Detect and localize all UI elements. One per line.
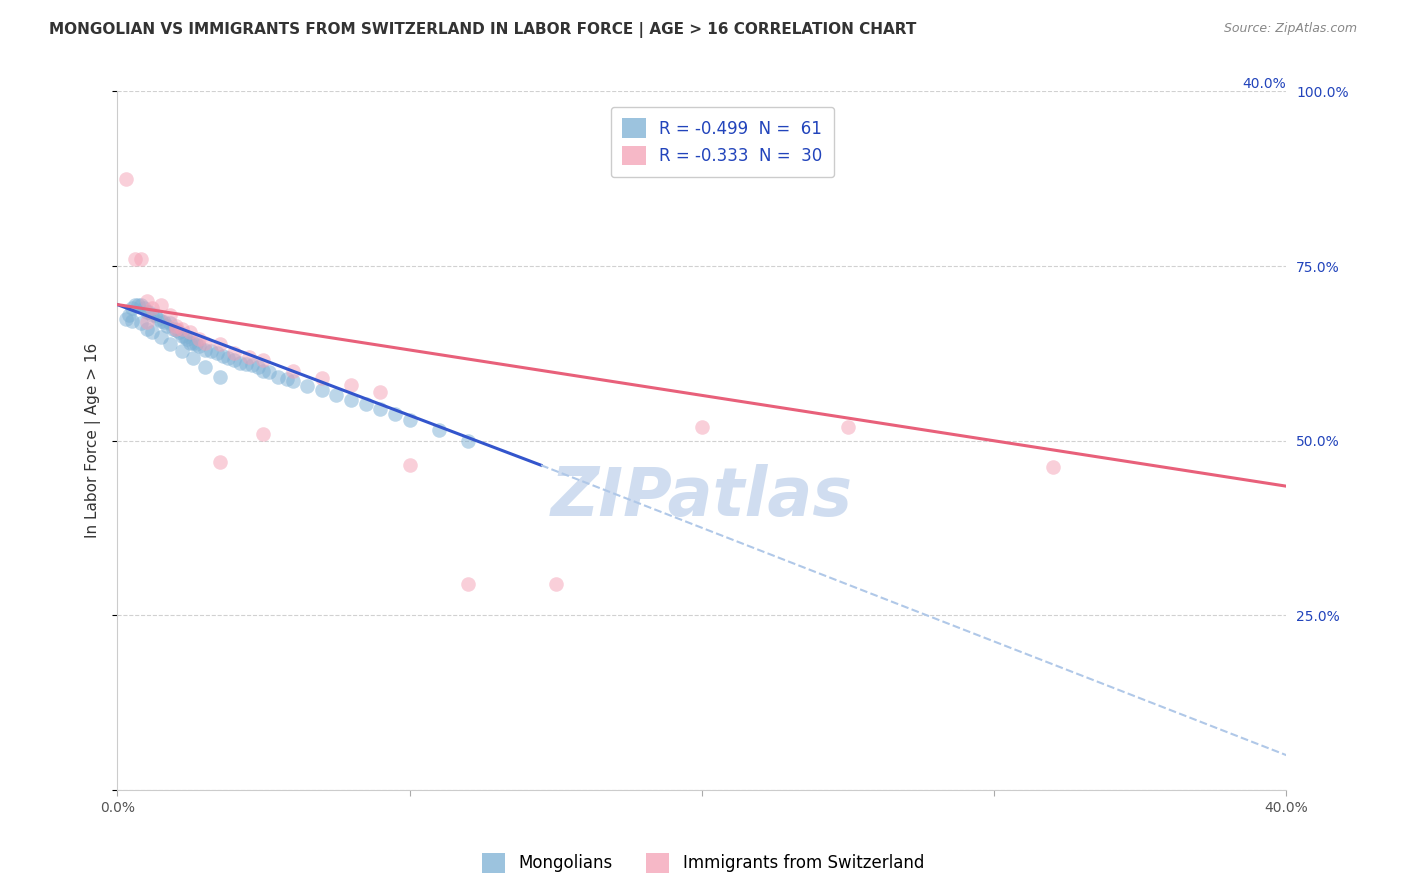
Point	[186, 337, 208, 351]
Text: ZIPatlas: ZIPatlas	[551, 464, 853, 530]
Point	[281, 375, 304, 389]
Y-axis label: In Labor Force | Age > 16: In Labor Force | Age > 16	[86, 343, 101, 539]
Point	[129, 297, 152, 311]
Point	[690, 419, 713, 434]
Point	[297, 379, 319, 393]
Point	[135, 315, 157, 329]
Point	[370, 402, 392, 417]
Point	[194, 335, 217, 350]
Point	[267, 369, 290, 384]
Point	[179, 335, 201, 350]
Point	[252, 364, 274, 378]
Point	[252, 426, 274, 441]
Point	[115, 171, 138, 186]
Point	[135, 322, 157, 336]
Point	[179, 326, 201, 340]
Text: Source: ZipAtlas.com: Source: ZipAtlas.com	[1223, 22, 1357, 36]
Point	[188, 339, 211, 353]
Point	[457, 577, 479, 591]
Point	[398, 458, 420, 473]
Point	[159, 337, 181, 351]
Point	[156, 318, 179, 333]
Point	[194, 343, 217, 357]
Point	[208, 369, 231, 384]
Point	[235, 357, 257, 371]
Legend: R = -0.499  N =  61, R = -0.333  N =  30: R = -0.499 N = 61, R = -0.333 N = 30	[610, 107, 834, 177]
Point	[135, 304, 157, 318]
Point	[1042, 460, 1064, 475]
Point	[165, 323, 187, 337]
Point	[325, 388, 347, 402]
Point	[150, 330, 173, 344]
Point	[224, 353, 246, 368]
Point	[224, 346, 246, 360]
Point	[118, 308, 141, 322]
Point	[153, 315, 176, 329]
Point	[398, 413, 420, 427]
Point	[162, 322, 184, 336]
Point	[124, 297, 146, 311]
Point	[170, 344, 193, 359]
Point	[143, 308, 166, 322]
Legend: Mongolians, Immigrants from Switzerland: Mongolians, Immigrants from Switzerland	[475, 847, 931, 880]
Point	[384, 407, 406, 421]
Point	[246, 360, 269, 375]
Point	[311, 384, 333, 398]
Point	[208, 455, 231, 469]
Point	[148, 311, 170, 326]
Point	[176, 333, 198, 347]
Point	[276, 372, 298, 386]
Point	[311, 371, 333, 385]
Point	[354, 397, 377, 411]
Point	[141, 308, 163, 322]
Point	[132, 301, 155, 315]
Point	[165, 322, 187, 336]
Point	[127, 297, 149, 311]
Point	[138, 304, 160, 318]
Point	[229, 355, 252, 369]
Point	[208, 337, 231, 351]
Point	[181, 335, 204, 350]
Point	[837, 419, 859, 434]
Point	[457, 434, 479, 448]
Point	[200, 344, 222, 359]
Point	[170, 329, 193, 343]
Point	[188, 333, 211, 347]
Point	[238, 350, 260, 364]
Point	[544, 577, 567, 591]
Point	[217, 351, 239, 366]
Point	[150, 313, 173, 327]
Point	[167, 326, 190, 340]
Point	[281, 364, 304, 378]
Point	[129, 252, 152, 267]
Point	[159, 317, 181, 331]
Point	[240, 359, 263, 373]
Point	[211, 349, 233, 363]
Point	[150, 297, 173, 311]
Point	[115, 311, 138, 326]
Point	[427, 423, 450, 437]
Point	[170, 322, 193, 336]
Point	[252, 353, 274, 368]
Point	[129, 317, 152, 331]
Point	[141, 301, 163, 315]
Point	[181, 351, 204, 366]
Point	[135, 294, 157, 309]
Point	[159, 308, 181, 322]
Point	[173, 330, 195, 344]
Point	[124, 252, 146, 267]
Point	[259, 365, 281, 379]
Point	[340, 377, 363, 392]
Point	[121, 313, 143, 327]
Text: MONGOLIAN VS IMMIGRANTS FROM SWITZERLAND IN LABOR FORCE | AGE > 16 CORRELATION C: MONGOLIAN VS IMMIGRANTS FROM SWITZERLAND…	[49, 22, 917, 38]
Point	[370, 384, 392, 399]
Point	[121, 301, 143, 315]
Point	[205, 346, 228, 360]
Point	[141, 326, 163, 340]
Point	[340, 393, 363, 408]
Text: 40.0%: 40.0%	[1243, 78, 1286, 92]
Point	[165, 318, 187, 333]
Point	[194, 360, 217, 375]
